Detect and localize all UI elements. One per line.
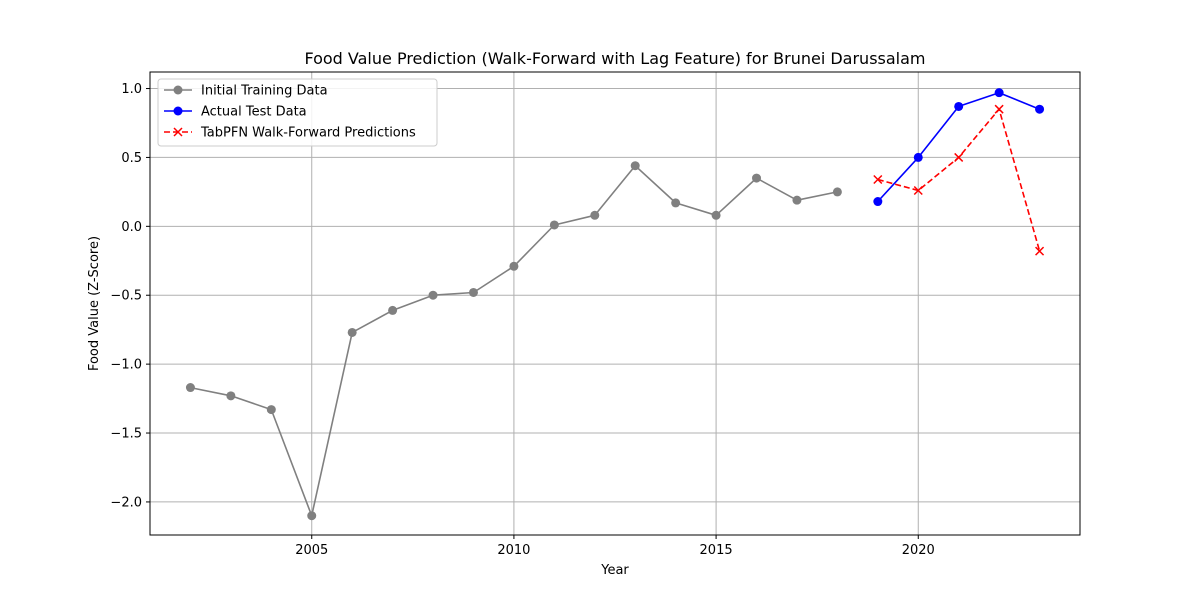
y-tick-label: −2.0 — [110, 495, 142, 510]
series-3 — [873, 104, 1045, 256]
legend-label: Initial Training Data — [201, 84, 328, 99]
data-point — [590, 210, 600, 220]
y-tick-label: −1.5 — [110, 427, 142, 442]
legend-label: TabPFN Walk-Forward Predictions — [200, 126, 416, 141]
y-tick-label: −0.5 — [110, 289, 142, 304]
data-point — [347, 327, 357, 337]
x-tick-label: 2010 — [497, 543, 530, 558]
data-point — [994, 88, 1004, 98]
data-point — [954, 152, 964, 162]
series-2 — [873, 88, 1045, 207]
legend-marker — [173, 85, 183, 95]
chart-title: Food Value Prediction (Walk-Forward with… — [304, 49, 925, 68]
x-axis-label: Year — [600, 563, 629, 578]
data-point — [1035, 104, 1045, 114]
legend-item: Initial Training Data — [164, 84, 328, 99]
data-point — [873, 197, 883, 207]
x-tick-label: 2005 — [295, 543, 328, 558]
data-point — [752, 173, 762, 183]
data-point — [873, 174, 883, 185]
data-point — [266, 405, 276, 415]
data-point — [671, 198, 681, 208]
data-point — [388, 305, 398, 315]
data-point — [954, 101, 964, 111]
data-point — [226, 391, 236, 401]
legend-item: TabPFN Walk-Forward Predictions — [164, 126, 416, 141]
grid — [150, 72, 1080, 535]
legend-item: Actual Test Data — [164, 105, 307, 120]
y-tick-label: 0.5 — [121, 151, 142, 166]
series-layer — [185, 88, 1045, 521]
ticks: 2005 2010 2015 2020 −2.0 −1.5 −1.0 −0.5 0.0 0.5 1.… — [110, 82, 934, 558]
x-tick-label: 2015 — [700, 543, 733, 558]
data-point — [913, 185, 923, 196]
data-point — [428, 290, 438, 300]
data-point — [307, 511, 317, 521]
y-tick-label: 1.0 — [121, 82, 142, 97]
legend-box — [157, 78, 438, 147]
y-tick-label: 0.0 — [121, 220, 142, 235]
legend-marker — [173, 127, 183, 137]
data-point — [185, 383, 195, 393]
data-point — [549, 220, 559, 230]
legend: Initial Training Data Actual Test Data Tab… — [157, 78, 438, 147]
data-point — [509, 261, 519, 271]
y-tick-label: −1.0 — [110, 358, 142, 373]
plot-frame — [149, 71, 1081, 536]
data-point — [913, 152, 923, 162]
data-point — [711, 210, 721, 220]
data-point — [832, 187, 842, 197]
data-point — [468, 287, 478, 297]
legend-marker — [173, 106, 183, 116]
y-axis-label: Food Value (Z-Score) — [87, 236, 102, 371]
data-point — [630, 161, 640, 171]
data-point — [994, 104, 1004, 114]
data-point — [1035, 246, 1045, 256]
data-point — [792, 195, 802, 205]
x-tick-label: 2020 — [902, 543, 935, 558]
series-1 — [185, 161, 842, 521]
legend-label: Actual Test Data — [201, 105, 307, 120]
